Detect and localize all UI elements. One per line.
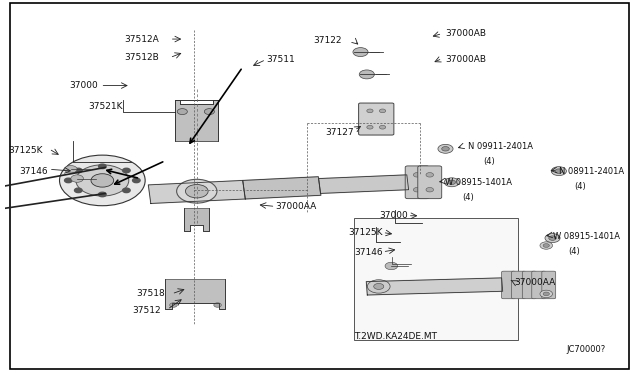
Circle shape: [374, 283, 384, 289]
Circle shape: [91, 174, 114, 187]
Text: 37000AA: 37000AA: [275, 202, 317, 211]
Circle shape: [204, 109, 214, 115]
Text: T.2WD.KA24DE.MT: T.2WD.KA24DE.MT: [354, 332, 436, 341]
Text: 37512A: 37512A: [124, 35, 159, 44]
Text: 37146: 37146: [354, 248, 383, 257]
Polygon shape: [165, 279, 225, 309]
Circle shape: [214, 303, 221, 307]
Circle shape: [413, 173, 421, 177]
Circle shape: [385, 262, 397, 270]
Circle shape: [426, 187, 433, 192]
Text: N 09911-2401A: N 09911-2401A: [468, 142, 532, 151]
Circle shape: [177, 179, 217, 203]
Text: 37511: 37511: [266, 55, 295, 64]
Circle shape: [65, 166, 77, 173]
Circle shape: [359, 70, 374, 79]
Circle shape: [543, 244, 549, 247]
Text: 37000AB: 37000AB: [445, 55, 486, 64]
Circle shape: [74, 188, 82, 193]
Circle shape: [448, 180, 456, 185]
FancyBboxPatch shape: [542, 271, 556, 299]
Polygon shape: [366, 278, 502, 295]
Text: 37518: 37518: [136, 289, 165, 298]
Circle shape: [367, 280, 390, 293]
Circle shape: [413, 187, 421, 192]
Circle shape: [380, 125, 386, 129]
Circle shape: [71, 175, 83, 182]
Circle shape: [438, 144, 453, 153]
Text: 37512: 37512: [132, 306, 161, 315]
Circle shape: [177, 109, 188, 115]
FancyBboxPatch shape: [522, 271, 536, 299]
Circle shape: [367, 109, 373, 113]
Circle shape: [442, 147, 449, 151]
Circle shape: [380, 109, 386, 113]
Text: (4): (4): [575, 182, 586, 190]
FancyBboxPatch shape: [502, 271, 515, 299]
Text: 37512B: 37512B: [124, 53, 159, 62]
FancyBboxPatch shape: [511, 271, 525, 299]
Text: 37146: 37146: [19, 167, 47, 176]
Text: 37521K: 37521K: [88, 102, 123, 110]
Text: JC70000?: JC70000?: [567, 345, 606, 354]
Text: W 08915-1401A: W 08915-1401A: [445, 178, 513, 187]
Circle shape: [353, 48, 368, 57]
FancyBboxPatch shape: [405, 166, 429, 199]
Circle shape: [74, 168, 82, 173]
Circle shape: [543, 292, 549, 296]
Polygon shape: [243, 177, 321, 199]
Circle shape: [170, 303, 177, 307]
Circle shape: [426, 173, 433, 177]
Circle shape: [99, 164, 106, 169]
FancyBboxPatch shape: [532, 271, 546, 299]
Circle shape: [540, 290, 552, 298]
Polygon shape: [319, 175, 408, 193]
FancyBboxPatch shape: [358, 103, 394, 135]
Text: (4): (4): [483, 157, 495, 166]
Polygon shape: [148, 180, 245, 203]
Circle shape: [186, 185, 208, 198]
Circle shape: [540, 242, 552, 249]
Circle shape: [367, 125, 373, 129]
Text: 37000: 37000: [379, 211, 408, 220]
Polygon shape: [184, 208, 209, 231]
FancyBboxPatch shape: [354, 218, 518, 340]
Circle shape: [65, 178, 72, 183]
Text: 37125K: 37125K: [8, 146, 42, 155]
Circle shape: [444, 178, 460, 187]
Text: 37000: 37000: [69, 81, 98, 90]
Circle shape: [548, 236, 556, 240]
Text: 37125K: 37125K: [348, 228, 383, 237]
Text: 37000AA: 37000AA: [515, 278, 556, 287]
Text: 37127: 37127: [326, 128, 354, 137]
Circle shape: [99, 192, 106, 197]
Circle shape: [60, 155, 145, 206]
Circle shape: [555, 169, 563, 173]
Circle shape: [132, 178, 140, 183]
Circle shape: [76, 165, 129, 196]
Circle shape: [551, 167, 566, 176]
Circle shape: [123, 168, 130, 173]
Text: (4): (4): [568, 247, 580, 256]
FancyBboxPatch shape: [418, 166, 442, 199]
Text: W 08915-1401A: W 08915-1401A: [552, 232, 620, 241]
Text: (4): (4): [462, 193, 474, 202]
Circle shape: [545, 234, 560, 243]
Text: N 08911-2401A: N 08911-2401A: [559, 167, 624, 176]
Polygon shape: [175, 100, 218, 141]
Circle shape: [123, 188, 130, 193]
Text: 37000AB: 37000AB: [445, 29, 486, 38]
Text: 37122: 37122: [313, 36, 342, 45]
